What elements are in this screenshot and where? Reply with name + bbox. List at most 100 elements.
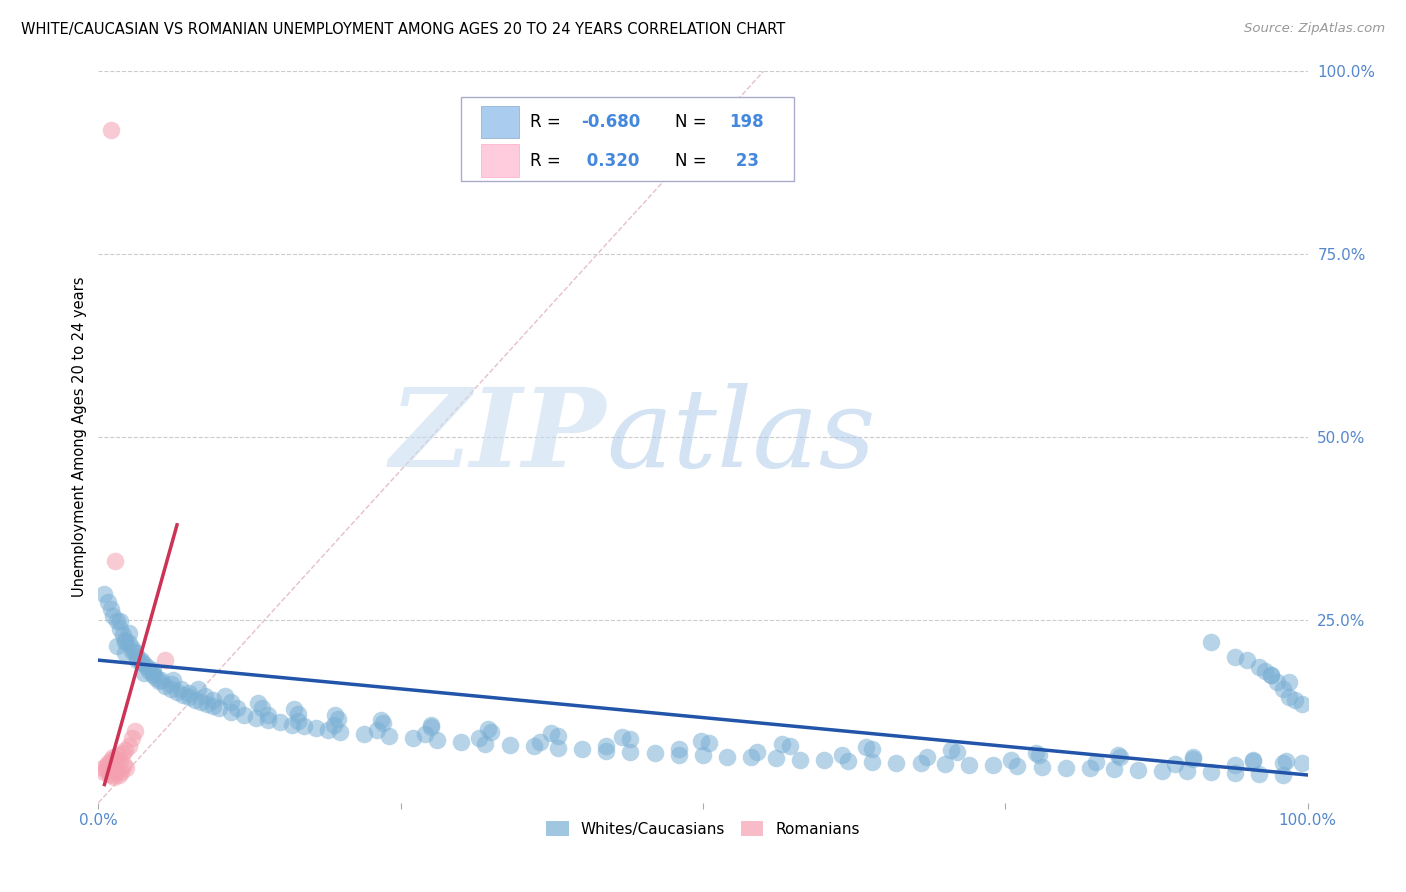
Text: atlas: atlas bbox=[606, 384, 876, 491]
Point bbox=[668, 747, 690, 762]
FancyBboxPatch shape bbox=[461, 97, 793, 181]
Point bbox=[287, 714, 309, 728]
Point bbox=[1109, 749, 1132, 764]
Point bbox=[855, 740, 877, 755]
Point bbox=[134, 657, 156, 671]
Point bbox=[121, 731, 143, 746]
Point bbox=[523, 739, 546, 754]
Point bbox=[114, 635, 136, 649]
Point bbox=[160, 677, 183, 691]
Point bbox=[281, 717, 304, 731]
Point bbox=[1284, 693, 1306, 707]
Point bbox=[1007, 759, 1029, 773]
Point bbox=[1223, 649, 1246, 664]
Point bbox=[946, 745, 969, 759]
Point bbox=[619, 732, 641, 747]
Point bbox=[127, 653, 149, 667]
Point bbox=[105, 615, 128, 629]
Point bbox=[1278, 690, 1301, 704]
Point bbox=[1152, 764, 1174, 778]
Point bbox=[124, 645, 146, 659]
Point bbox=[112, 757, 135, 772]
Point bbox=[1163, 757, 1185, 772]
Point bbox=[145, 672, 167, 686]
Point bbox=[689, 733, 711, 747]
Point bbox=[221, 695, 243, 709]
Point bbox=[1291, 697, 1313, 711]
Text: 0.320: 0.320 bbox=[581, 152, 640, 169]
Point bbox=[121, 640, 143, 655]
Point bbox=[468, 731, 491, 746]
Point bbox=[353, 727, 375, 741]
Point bbox=[195, 697, 218, 711]
Point bbox=[1085, 755, 1108, 769]
Point bbox=[1028, 747, 1050, 762]
Point bbox=[957, 757, 980, 772]
Point bbox=[111, 627, 134, 641]
Point bbox=[1181, 750, 1204, 764]
Point bbox=[366, 723, 388, 737]
Point bbox=[101, 609, 124, 624]
Point bbox=[107, 748, 129, 763]
Point bbox=[426, 732, 449, 747]
Point bbox=[481, 724, 503, 739]
Point bbox=[1249, 766, 1271, 780]
Point bbox=[934, 757, 956, 772]
Point bbox=[692, 748, 714, 763]
Point bbox=[256, 713, 278, 727]
Point bbox=[547, 729, 569, 743]
Point bbox=[1260, 667, 1282, 681]
Point bbox=[127, 649, 149, 664]
Point bbox=[837, 754, 859, 768]
Point bbox=[148, 673, 170, 688]
Point bbox=[134, 665, 156, 680]
Point bbox=[779, 739, 801, 753]
Point bbox=[221, 705, 243, 719]
Point bbox=[529, 735, 551, 749]
Point bbox=[190, 695, 212, 709]
Point bbox=[110, 765, 132, 780]
Point bbox=[610, 730, 633, 744]
Point bbox=[97, 594, 120, 608]
Text: N =: N = bbox=[675, 152, 711, 169]
Point bbox=[450, 735, 472, 749]
Point bbox=[108, 622, 131, 636]
Point bbox=[668, 741, 690, 756]
Point bbox=[135, 660, 157, 674]
Point bbox=[1254, 664, 1277, 678]
Point bbox=[138, 664, 160, 678]
Point bbox=[1241, 754, 1264, 768]
Text: 23: 23 bbox=[730, 152, 759, 169]
Point bbox=[202, 699, 225, 714]
Point bbox=[114, 743, 136, 757]
Text: WHITE/CAUCASIAN VS ROMANIAN UNEMPLOYMENT AMONG AGES 20 TO 24 YEARS CORRELATION C: WHITE/CAUCASIAN VS ROMANIAN UNEMPLOYMENT… bbox=[21, 22, 786, 37]
Point bbox=[256, 708, 278, 723]
Text: R =: R = bbox=[530, 113, 567, 131]
Point bbox=[571, 742, 593, 756]
Point bbox=[105, 765, 128, 780]
Point bbox=[104, 752, 127, 766]
Text: N =: N = bbox=[675, 113, 711, 131]
Point bbox=[232, 708, 254, 723]
Point bbox=[305, 721, 328, 735]
Point bbox=[595, 744, 617, 758]
Point bbox=[619, 745, 641, 759]
Text: Source: ZipAtlas.com: Source: ZipAtlas.com bbox=[1244, 22, 1385, 36]
Point bbox=[93, 765, 115, 780]
Point bbox=[915, 750, 938, 764]
FancyBboxPatch shape bbox=[481, 145, 519, 177]
Point bbox=[498, 738, 520, 752]
Point bbox=[813, 753, 835, 767]
Point bbox=[1199, 635, 1222, 649]
Point bbox=[114, 646, 136, 660]
Point bbox=[250, 700, 273, 714]
Point bbox=[100, 768, 122, 782]
Point bbox=[1107, 748, 1129, 763]
Point bbox=[420, 721, 443, 735]
Point bbox=[169, 681, 191, 696]
Point bbox=[226, 700, 249, 714]
Point bbox=[1031, 760, 1053, 774]
Point bbox=[1272, 682, 1295, 697]
Point bbox=[105, 639, 128, 653]
Point bbox=[153, 653, 176, 667]
